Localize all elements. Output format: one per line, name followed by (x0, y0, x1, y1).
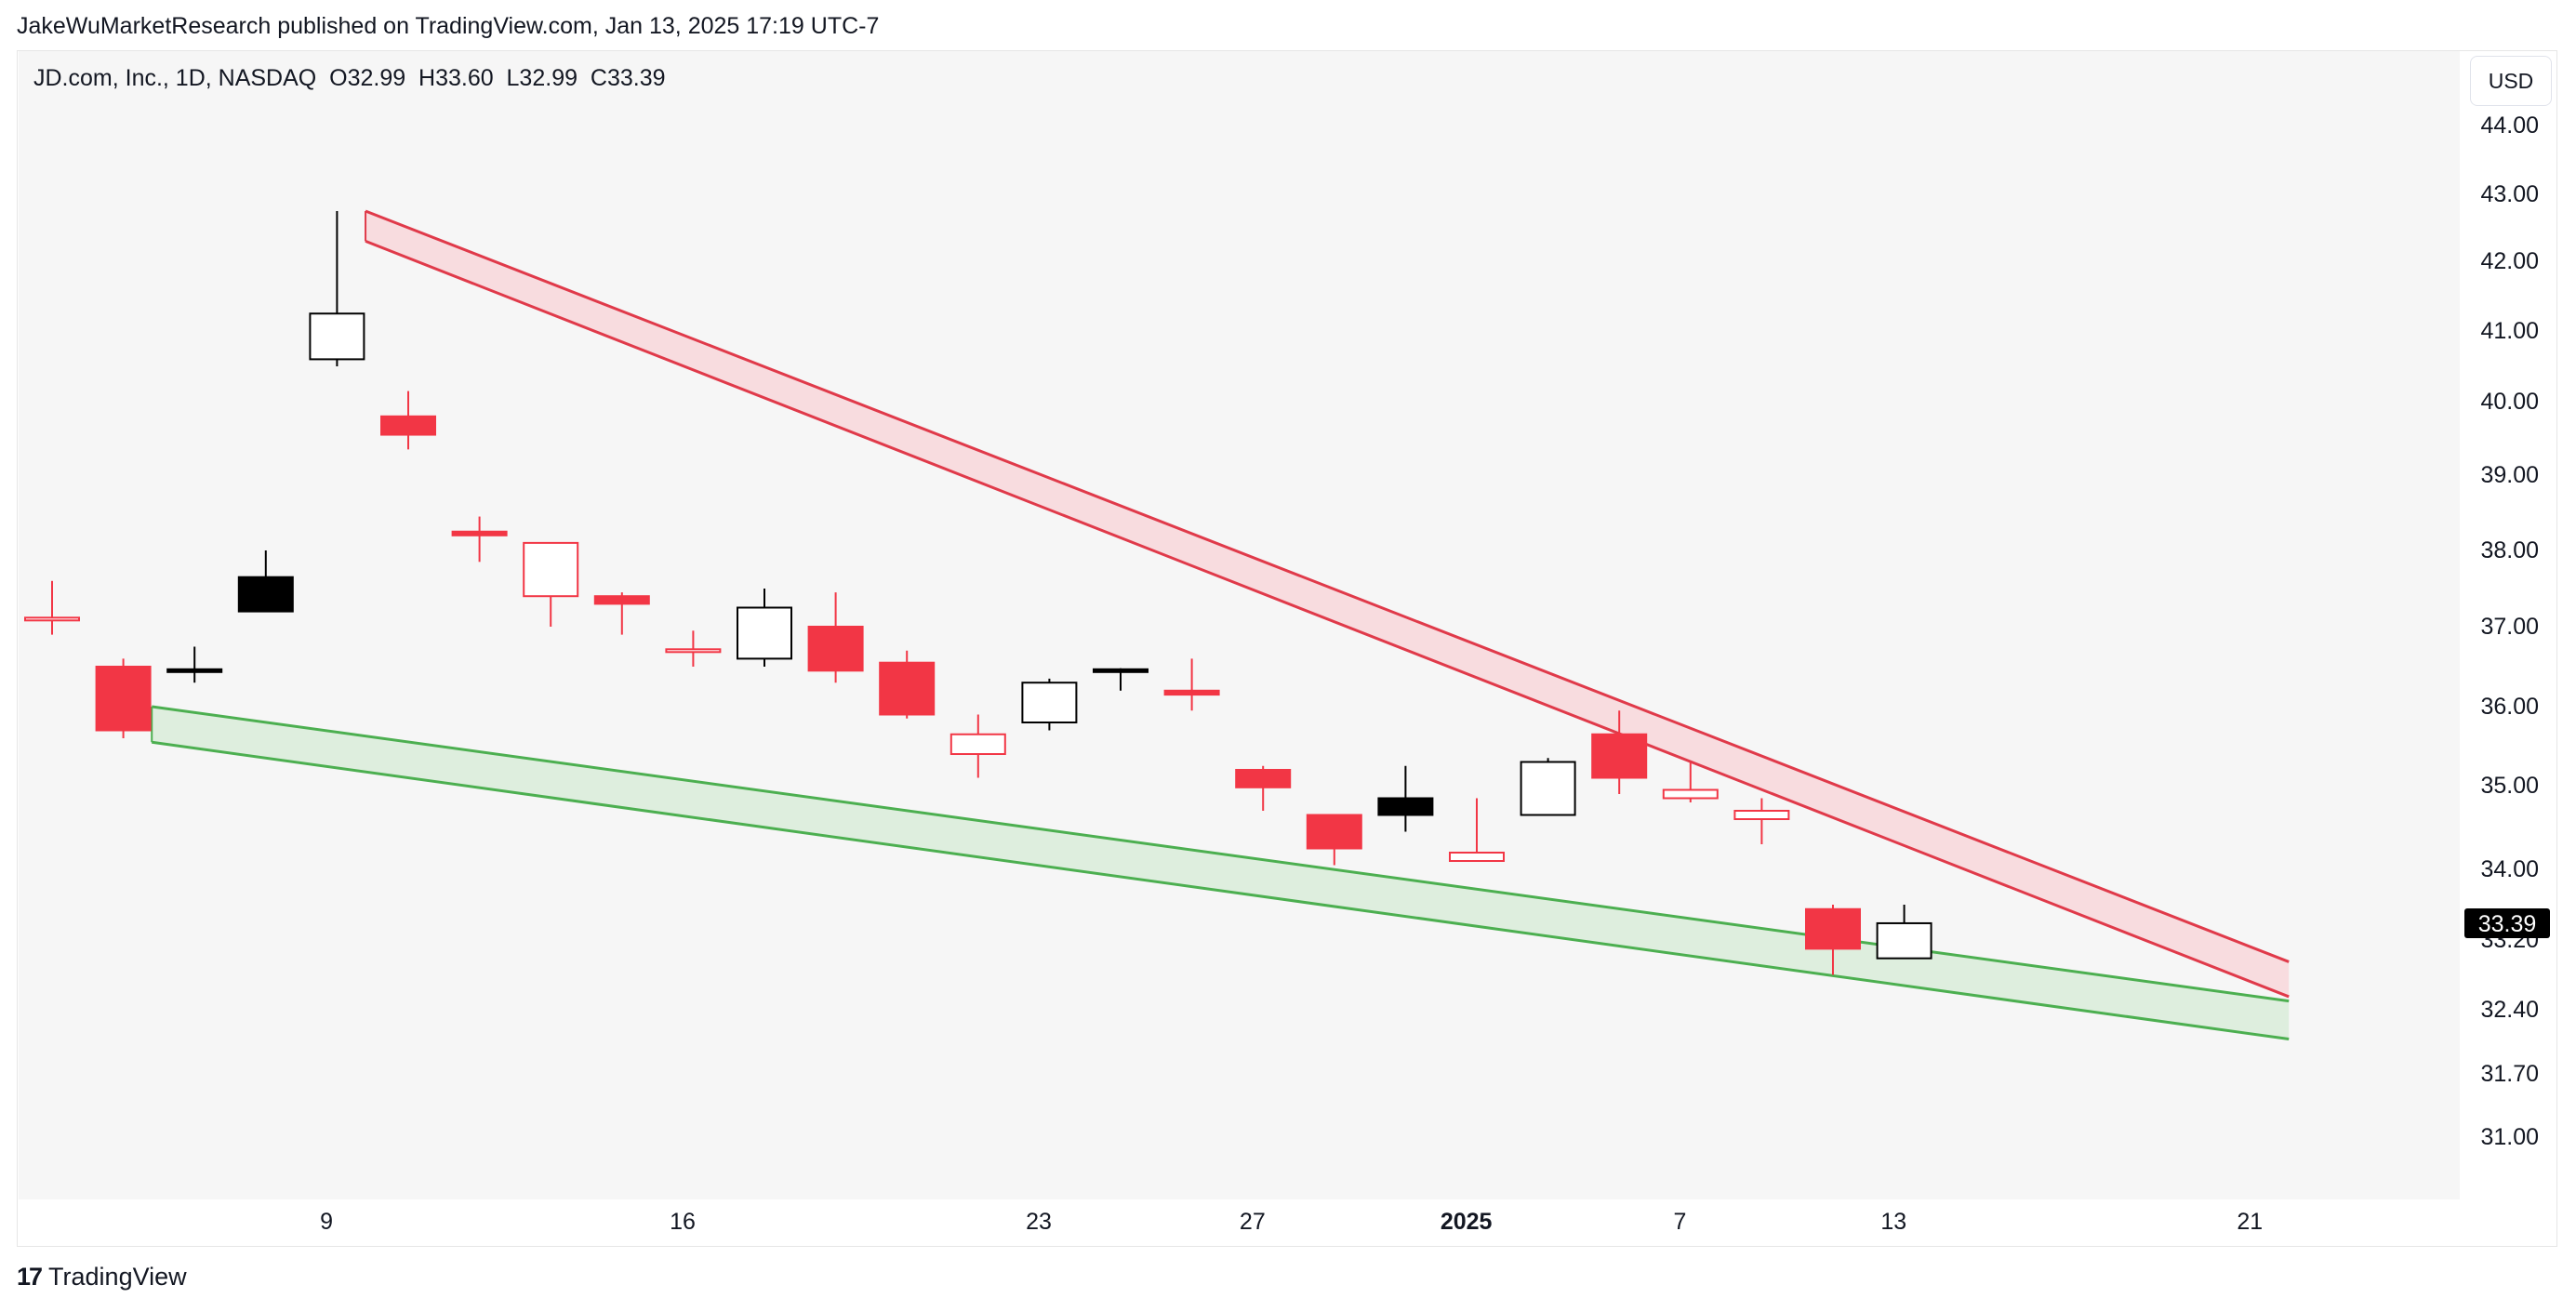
y-tick-label: 38.00 (2480, 537, 2539, 563)
x-tick-label: 21 (2237, 1209, 2263, 1235)
candle-body (807, 626, 864, 672)
resistance-upper-line (365, 209, 2290, 963)
support-upper-line (152, 705, 2290, 1003)
y-tick-label: 44.00 (2480, 113, 2539, 139)
support-lower-line (152, 740, 2290, 1041)
y-tick-label: 41.00 (2480, 318, 2539, 344)
candle-body (879, 661, 936, 716)
last-price-label: 33.39 (2478, 911, 2537, 937)
candle-body (380, 415, 436, 436)
y-tick-label: 43.00 (2480, 181, 2539, 207)
candle-body (95, 666, 152, 732)
candle-body (1733, 810, 1790, 820)
support-channel-fill (152, 707, 2290, 1040)
x-tick-label: 16 (670, 1209, 696, 1235)
y-tick-label: 36.00 (2480, 694, 2539, 720)
candle-body (1662, 788, 1719, 800)
candle-body (1021, 682, 1078, 724)
candle-body (665, 648, 722, 654)
candle-body (1591, 733, 1648, 779)
x-tick-label: 9 (320, 1209, 333, 1235)
x-tick-label: 7 (1673, 1209, 1686, 1235)
x-tick-label: 27 (1240, 1209, 1266, 1235)
footer: 17 TradingView (17, 1263, 187, 1291)
candle-body (1306, 814, 1362, 850)
publisher-line: JakeWuMarketResearch published on Tradin… (17, 13, 880, 39)
candle-body (1163, 689, 1220, 696)
x-tick-label: 13 (1880, 1209, 1906, 1235)
candle-body (1520, 761, 1576, 816)
candle-body (523, 541, 579, 598)
currency-button[interactable]: USD (2470, 56, 2552, 106)
y-tick-label: 40.00 (2480, 389, 2539, 415)
candle-body (949, 733, 1006, 755)
y-tick-label: 32.40 (2480, 997, 2539, 1023)
last-price-tag (2464, 907, 2550, 938)
candle-body (451, 530, 508, 536)
candle-body (1449, 852, 1505, 862)
symbol-info: JD.com, Inc., 1D, NASDAQ O32.99 H33.60 L… (33, 65, 666, 91)
y-tick-label: 37.00 (2480, 614, 2539, 640)
tradingview-logo-icon[interactable]: 17 (17, 1263, 43, 1291)
candle-body (593, 595, 650, 605)
candle-body (1377, 797, 1434, 816)
y-tick-label: 39.00 (2480, 462, 2539, 488)
x-tick-label: 2025 (1441, 1209, 1493, 1235)
footer-brand[interactable]: TradingView (48, 1263, 187, 1291)
candle-body (737, 606, 792, 660)
candle-body (1876, 921, 1932, 960)
candle-body (309, 312, 365, 361)
candle-body (1235, 769, 1292, 788)
candle-body (1805, 907, 1861, 950)
y-tick-label: 35.00 (2480, 773, 2539, 799)
resistance-channel-fill (365, 211, 2290, 997)
y-tick-label: 31.70 (2480, 1061, 2539, 1087)
x-tick-label: 23 (1026, 1209, 1052, 1235)
candle-body (237, 576, 294, 613)
candle-body (1093, 668, 1149, 673)
y-tick-label: 31.00 (2480, 1124, 2539, 1150)
y-tick-label: 42.00 (2480, 248, 2539, 274)
candle-body (24, 616, 80, 622)
y-tick-label: 34.00 (2480, 856, 2539, 882)
candle-body (166, 668, 223, 673)
resistance-lower-line (365, 240, 2290, 999)
